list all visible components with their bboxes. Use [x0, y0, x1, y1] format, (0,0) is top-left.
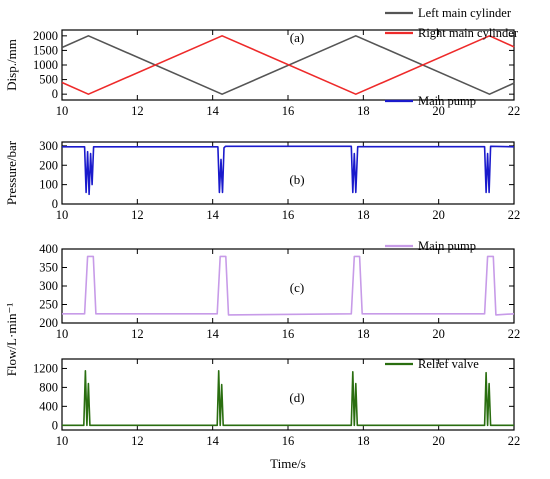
- plot-frame: [61, 248, 515, 324]
- panel-label: (b): [289, 172, 304, 187]
- y-tick-label: 400: [39, 399, 58, 413]
- x-tick-label: 16: [282, 104, 295, 118]
- y-tick-label: 300: [39, 279, 58, 293]
- legend-label: Main pump: [418, 94, 476, 108]
- panel-2: 10 12 14 16 18 20 22 200 250 300 350 400 Main pump (c…: [39, 239, 520, 341]
- x-tick-label: 14: [206, 208, 219, 222]
- x-tick-label: 22: [508, 327, 521, 341]
- y-tick-label: 0: [52, 197, 58, 211]
- y-tick-label: 1500: [33, 43, 58, 57]
- x-tick-label: 18: [357, 104, 370, 118]
- y-axis-label: Disp./mm: [4, 39, 19, 91]
- x-tick-label: 22: [508, 434, 521, 448]
- x-tick-label: 22: [508, 104, 521, 118]
- x-tick-label: 20: [432, 208, 445, 222]
- y-tick-label: 0: [52, 87, 58, 101]
- x-tick-label: 10: [56, 434, 69, 448]
- shared-y-axis-label: Flow/L·min⁻¹: [4, 303, 19, 377]
- x-axis-label: Time/s: [270, 456, 306, 471]
- legend-label: Left main cylinder: [418, 6, 512, 20]
- y-tick-label: 200: [39, 316, 58, 330]
- x-tick-label: 12: [131, 327, 144, 341]
- panel-label: (a): [290, 30, 304, 45]
- legend-label: Right main cylinder: [418, 26, 519, 40]
- panel-label: (d): [289, 390, 304, 405]
- series-line: [61, 35, 515, 95]
- legend-label: Relief valve: [418, 357, 479, 371]
- x-tick-label: 10: [56, 208, 69, 222]
- panel-1: 10 12 14 16 18 20 22 0 100 200 300 Pressure/bar Main…: [4, 94, 520, 222]
- y-tick-label: 400: [39, 242, 58, 256]
- series-line: [62, 370, 514, 427]
- y-tick-label: 1000: [33, 58, 58, 72]
- x-tick-label: 16: [282, 327, 295, 341]
- series-line: [62, 145, 515, 196]
- x-tick-label: 18: [357, 327, 370, 341]
- y-tick-label: 500: [39, 73, 58, 87]
- x-tick-label: 20: [432, 327, 445, 341]
- panel-label: (c): [290, 280, 304, 295]
- y-tick-label: 1200: [33, 361, 58, 375]
- x-tick-label: 14: [206, 104, 219, 118]
- y-tick-label: 800: [39, 380, 58, 394]
- y-tick-label: 100: [39, 178, 58, 192]
- x-tick-label: 12: [131, 104, 144, 118]
- x-tick-label: 10: [56, 327, 69, 341]
- x-tick-label: 22: [508, 208, 521, 222]
- x-tick-label: 14: [206, 327, 219, 341]
- y-tick-label: 0: [52, 418, 58, 432]
- x-tick-label: 18: [357, 434, 370, 448]
- x-tick-label: 20: [432, 434, 445, 448]
- y-tick-label: 200: [39, 158, 58, 172]
- y-axis-label: Pressure/bar: [4, 140, 19, 205]
- x-tick-label: 16: [282, 434, 295, 448]
- panel-3: 10 12 14 16 18 20 22 0 400 800 1200 Relief valve (d): [33, 357, 520, 448]
- x-tick-label: 10: [56, 104, 69, 118]
- legend-label: Main pump: [418, 239, 476, 253]
- series-line: [62, 255, 515, 316]
- x-tick-label: 20: [432, 104, 445, 118]
- x-tick-label: 14: [206, 434, 219, 448]
- y-tick-label: 350: [39, 261, 58, 275]
- y-tick-label: 250: [39, 298, 58, 312]
- x-tick-label: 16: [282, 208, 295, 222]
- y-tick-label: 2000: [33, 29, 58, 43]
- x-tick-label: 12: [131, 208, 144, 222]
- x-tick-label: 18: [357, 208, 370, 222]
- plot-frame: [61, 141, 515, 205]
- x-tick-label: 12: [131, 434, 144, 448]
- panels: 10 12 14 16 18 20 220500100015002000Disp./mmLe…: [4, 6, 520, 448]
- y-tick-label: 300: [39, 139, 58, 153]
